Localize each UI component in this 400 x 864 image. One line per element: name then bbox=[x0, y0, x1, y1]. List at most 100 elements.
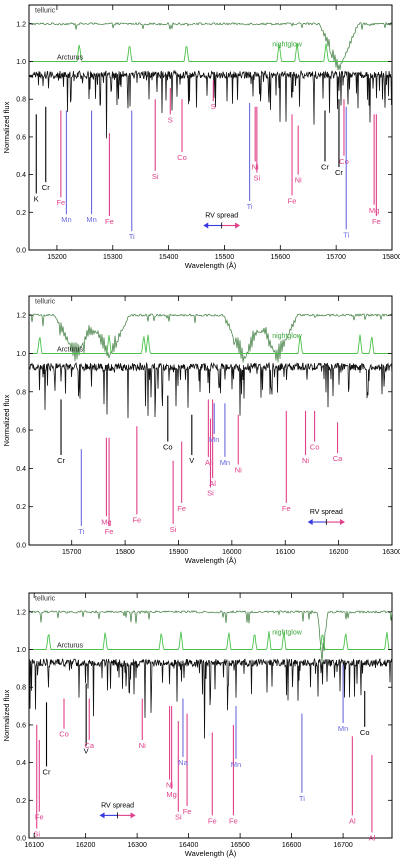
line-label: Mn bbox=[338, 724, 348, 733]
arcturus-label: Arcturus bbox=[57, 55, 84, 62]
x-tick-label: 15700 bbox=[326, 254, 346, 261]
x-tick-label: 15400 bbox=[159, 254, 179, 261]
line-label: Fe bbox=[208, 816, 217, 825]
y-tick-label: 1.2 bbox=[16, 21, 26, 28]
rv-arrowhead-left bbox=[99, 812, 105, 819]
line-label: Cr bbox=[42, 183, 50, 192]
y-tick-label: 0.4 bbox=[16, 760, 26, 767]
line-label: Co bbox=[310, 443, 320, 452]
line-label: Ni bbox=[295, 176, 302, 185]
x-tick-label: 15800 bbox=[115, 549, 135, 556]
line-label: Cr bbox=[335, 168, 343, 177]
line-label: Ni bbox=[139, 741, 146, 750]
x-tick-label: 15900 bbox=[169, 549, 189, 556]
line-label: Ti bbox=[299, 794, 305, 803]
arcturus-spectrum bbox=[28, 361, 393, 419]
x-axis-label: Wavelength (Å) bbox=[185, 261, 237, 270]
line-label: Fe bbox=[132, 515, 141, 524]
x-tick-label: 15800 bbox=[382, 254, 400, 261]
line-label: Ca bbox=[84, 741, 94, 750]
line-label: Ti bbox=[343, 230, 349, 239]
line-label: Na bbox=[178, 758, 188, 767]
rv-arrowhead-left bbox=[203, 222, 209, 229]
arcturus-spectrum bbox=[28, 657, 393, 739]
line-label: Ni bbox=[252, 162, 259, 171]
telluric-label: telluric bbox=[35, 8, 56, 15]
rv-arrowhead-left bbox=[307, 519, 313, 526]
rv-arrowhead-right bbox=[130, 812, 136, 819]
line-label: Fe bbox=[35, 813, 44, 822]
line-label: Mn bbox=[220, 458, 230, 467]
line-label: Fe bbox=[177, 504, 186, 513]
line-label: Mn bbox=[86, 215, 96, 224]
x-tick-label: 15600 bbox=[271, 254, 291, 261]
line-label: Ni bbox=[302, 456, 309, 465]
rv-spread-label: RV spread bbox=[101, 802, 134, 809]
y-tick-label: 0.8 bbox=[16, 685, 26, 692]
line-label: Co bbox=[163, 443, 173, 452]
line-label: V bbox=[84, 747, 89, 756]
line-label: S bbox=[168, 115, 173, 124]
line-label: Mn bbox=[61, 215, 71, 224]
y-axis-label: Normalized flux bbox=[2, 689, 11, 741]
y-tick-label: 1.2 bbox=[16, 313, 26, 320]
chart-panel-2: telluricnightglowArcturusCrTiMgFeFeCoSiF… bbox=[2, 295, 400, 565]
telluric-spectrum bbox=[28, 609, 393, 663]
line-label: Ca bbox=[333, 454, 343, 463]
y-axis-label: Normalized flux bbox=[2, 101, 11, 153]
line-label: Ni bbox=[166, 781, 173, 790]
line-label: Co bbox=[59, 730, 69, 739]
y-tick-label: 0.8 bbox=[16, 389, 26, 396]
x-tick-label: 16600 bbox=[282, 842, 302, 849]
line-label: Cr bbox=[321, 162, 329, 171]
line-label: Mg bbox=[369, 206, 379, 215]
y-tick-label: 1.0 bbox=[16, 647, 26, 654]
x-tick-label: 16200 bbox=[329, 549, 349, 556]
y-tick-label: 0.0 bbox=[16, 836, 26, 843]
y-tick-label: 1.2 bbox=[16, 609, 26, 616]
line-label: Fe bbox=[282, 504, 291, 513]
line-label: Ti bbox=[129, 232, 135, 241]
line-label: Fe bbox=[183, 807, 192, 816]
y-tick-label: 0.6 bbox=[16, 134, 26, 141]
nightglow-spectrum bbox=[29, 631, 392, 650]
nightglow-label: nightglow bbox=[272, 629, 303, 636]
rv-arrowhead-right bbox=[235, 222, 241, 229]
y-axis-label: Normalized flux bbox=[2, 394, 11, 446]
x-tick-label: 15500 bbox=[215, 254, 235, 261]
line-label: Ni bbox=[235, 466, 242, 475]
line-label: S bbox=[211, 102, 216, 111]
y-tick-label: 0.0 bbox=[16, 543, 26, 550]
line-label: Si bbox=[152, 172, 159, 181]
y-tick-label: 0.2 bbox=[16, 504, 26, 511]
line-label: Fe bbox=[372, 217, 381, 226]
y-tick-label: 0.2 bbox=[16, 210, 26, 217]
line-label: Cr bbox=[57, 456, 65, 465]
arcturus-label: Arcturus bbox=[57, 643, 84, 650]
line-label: Co bbox=[177, 153, 187, 162]
x-tick-label: 16000 bbox=[222, 549, 242, 556]
line-label: Si bbox=[254, 174, 261, 183]
line-label: Mg bbox=[166, 790, 176, 799]
y-tick-label: 0.6 bbox=[16, 722, 26, 729]
y-tick-label: 1.0 bbox=[16, 59, 26, 66]
arcturus-spectrum bbox=[28, 69, 393, 139]
line-label: Fe bbox=[105, 217, 114, 226]
telluric-spectrum bbox=[28, 21, 393, 71]
line-label: V bbox=[189, 456, 194, 465]
rv-spread-label: RV spread bbox=[205, 213, 238, 220]
line-label: Si bbox=[207, 489, 214, 498]
telluric-label: telluric bbox=[35, 596, 56, 603]
x-tick-label: 15300 bbox=[103, 254, 123, 261]
line-label: Al bbox=[209, 479, 216, 488]
x-axis-label: Wavelength (Å) bbox=[185, 849, 237, 858]
telluric-spectrum bbox=[28, 313, 393, 363]
plot-frame bbox=[28, 295, 393, 546]
x-tick-label: 16200 bbox=[76, 842, 96, 849]
line-label: Fe bbox=[229, 816, 238, 825]
y-tick-label: 0.8 bbox=[16, 97, 26, 104]
line-label: Mn bbox=[209, 435, 219, 444]
